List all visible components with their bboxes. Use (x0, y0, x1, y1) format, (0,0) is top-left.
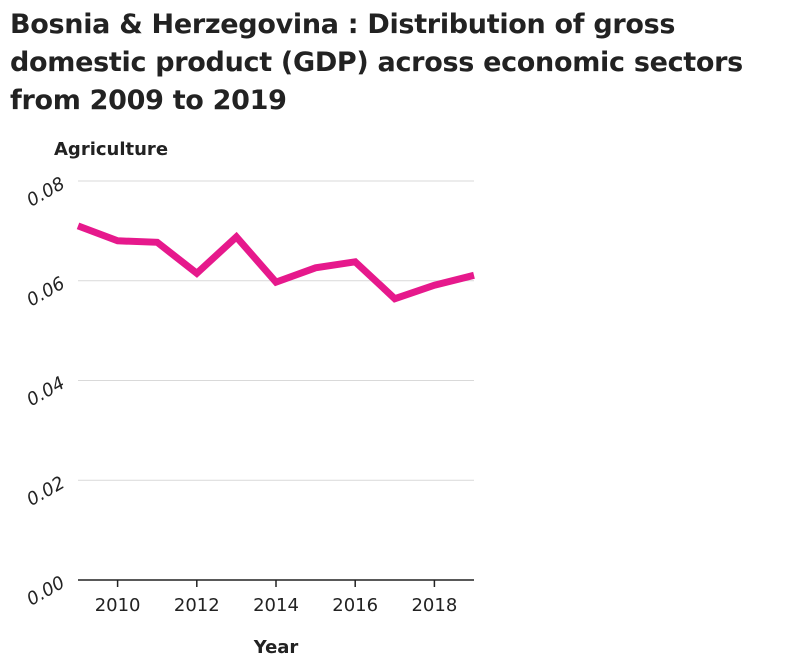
x-tick-label: 2018 (411, 595, 457, 616)
y-tick-label: 0.06 (23, 273, 68, 311)
chart-title: Bosnia & Herzegovina : Distribution of g… (10, 9, 743, 116)
y-tick-label: 0.00 (23, 572, 68, 610)
y-tick-label: 0.04 (23, 373, 68, 411)
x-axis-label: Year (253, 637, 299, 658)
series-line (76, 222, 475, 303)
x-tick-label: 2014 (253, 595, 299, 616)
y-axis-label: Agriculture (54, 139, 168, 160)
x-tick-label: 2012 (174, 595, 220, 616)
y-tick-label: 0.08 (23, 173, 68, 211)
y-tick-label: 0.02 (23, 472, 68, 510)
x-tick-label: 2016 (332, 595, 378, 616)
x-tick-label: 2010 (95, 595, 141, 616)
